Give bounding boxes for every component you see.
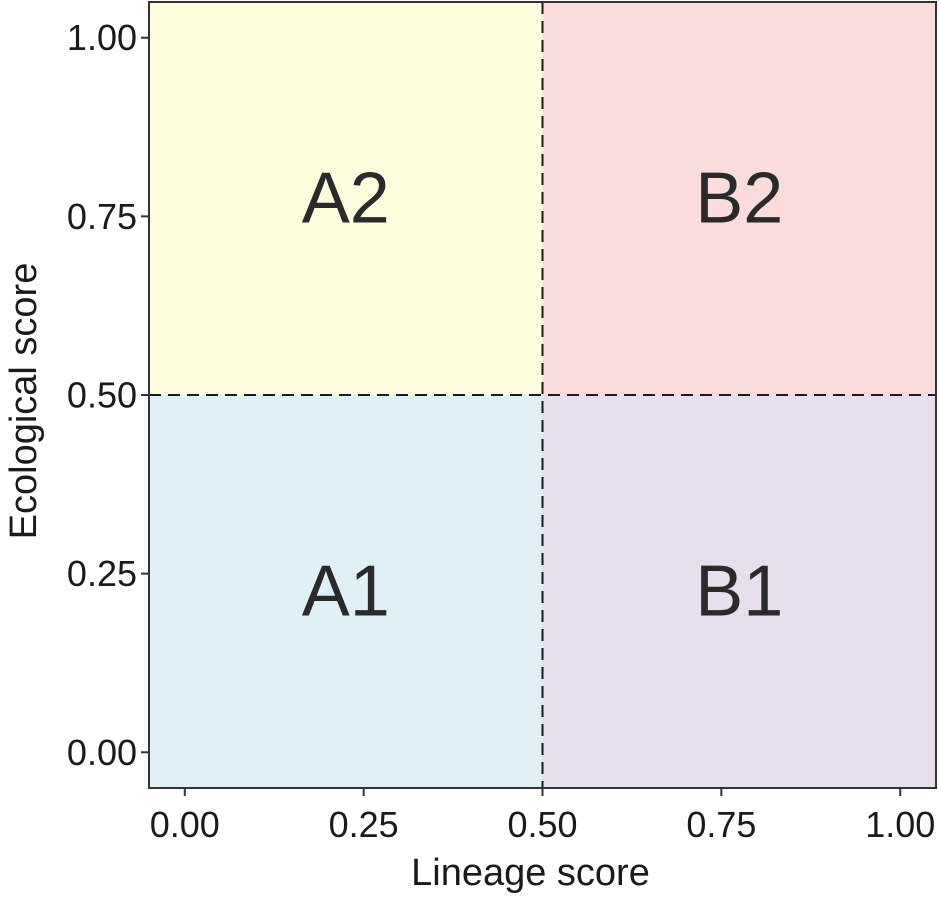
- y-tick-label: 0.25: [67, 553, 137, 594]
- y-axis: 0.00 0.25 0.50 0.75 1.00: [67, 17, 149, 773]
- quadrant-a2: [149, 2, 543, 395]
- y-tick-label: 1.00: [67, 17, 137, 58]
- quadrant-label-a2: A2: [302, 159, 390, 239]
- quadrant-b1: [542, 395, 936, 788]
- quadrant-b2: [542, 2, 936, 395]
- quadrant-layer: [149, 2, 936, 788]
- threshold-layer: [149, 2, 936, 788]
- x-axis-title: Lineage score: [411, 852, 650, 894]
- x-tick-label: 0.25: [329, 804, 399, 845]
- y-tick-label: 0.75: [67, 196, 137, 237]
- y-tick-label: 0.50: [67, 375, 137, 416]
- x-tick-label: 0.50: [507, 804, 577, 845]
- quadrant-label-layer: A1 A2 B1 B2: [302, 159, 784, 632]
- x-tick-label: 1.00: [865, 804, 935, 845]
- quadrant-label-b2: B2: [695, 159, 783, 239]
- x-axis: 0.00 0.25 0.50 0.75 1.00: [150, 788, 935, 845]
- y-tick-label: 0.00: [67, 732, 137, 773]
- x-tick-label: 0.75: [686, 804, 756, 845]
- quadrant-a1: [149, 395, 543, 788]
- quadrant-label-b1: B1: [695, 552, 783, 632]
- quadrant-label-a1: A1: [302, 552, 390, 632]
- y-axis-title: Ecological score: [3, 263, 45, 540]
- x-tick-label: 0.00: [150, 804, 220, 845]
